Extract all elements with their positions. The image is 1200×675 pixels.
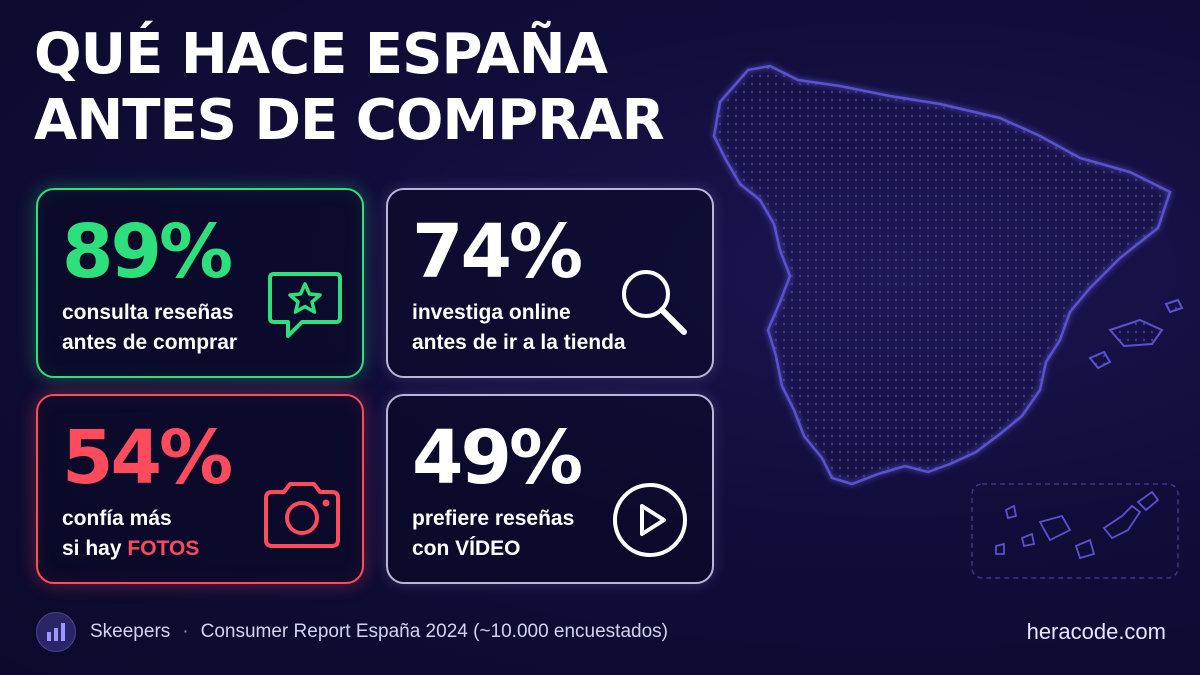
bar-chart-icon	[36, 612, 76, 652]
stat-description: confía más si hay FOTOS	[62, 504, 199, 564]
spain-map-illustration	[700, 40, 1190, 580]
website-link[interactable]: heracode.com	[1026, 619, 1166, 644]
title-line-2: ANTES DE COMPRAR	[34, 88, 665, 153]
stat-desc-line: con VÍDEO	[412, 537, 521, 560]
play-icon	[610, 480, 690, 565]
stat-description: consulta reseñas antes de comprar	[62, 298, 237, 358]
stat-card-photos: 54% confía más si hay FOTOS	[36, 394, 364, 584]
stat-percent: 74%	[412, 209, 583, 295]
stat-description: investiga online antes de ir a la tienda	[412, 298, 626, 358]
footer: Skeepers · Consumer Report España 2024 (…	[36, 612, 1166, 652]
stat-desc-line: antes de comprar	[62, 331, 238, 354]
stat-card-online-research: 74% investiga online antes de ir a la ti…	[386, 188, 714, 378]
stat-desc-line: antes de ir a la tienda	[412, 331, 626, 354]
stat-percent: 54%	[62, 415, 233, 501]
star-chat-icon	[266, 268, 344, 353]
footer-separator: ·	[182, 621, 189, 642]
stat-desc-line: consulta reseñas	[62, 301, 234, 324]
stat-desc-line: si hay FOTOS	[62, 537, 200, 560]
stat-desc-line: confía más	[62, 507, 172, 530]
stat-desc-line: investiga online	[412, 301, 571, 324]
stat-card-video: 49% prefiere reseñas con VÍDEO	[386, 394, 714, 584]
canary-islands-inset	[971, 483, 1179, 579]
highlight-fotos: FOTOS	[127, 537, 200, 560]
camera-icon	[260, 478, 344, 555]
stat-percent: 89%	[62, 209, 233, 295]
stat-desc-line: prefiere reseñas	[412, 507, 575, 530]
magnifier-icon	[616, 264, 692, 345]
balearic-islands	[1108, 318, 1164, 348]
title-line-1: QUÉ HACE ESPAÑA	[34, 22, 608, 87]
stat-percent: 49%	[412, 415, 583, 501]
report-name: Consumer Report España 2024 (~10.000 enc…	[200, 621, 668, 642]
source-name: Skeepers	[90, 621, 171, 642]
peninsula-shape	[712, 64, 1172, 486]
stat-card-reviews: 89% consulta reseñas antes de comprar	[36, 188, 364, 378]
page-title: QUÉ HACE ESPAÑA ANTES DE COMPRAR	[34, 22, 665, 154]
stat-description: prefiere reseñas con VÍDEO	[412, 504, 574, 564]
